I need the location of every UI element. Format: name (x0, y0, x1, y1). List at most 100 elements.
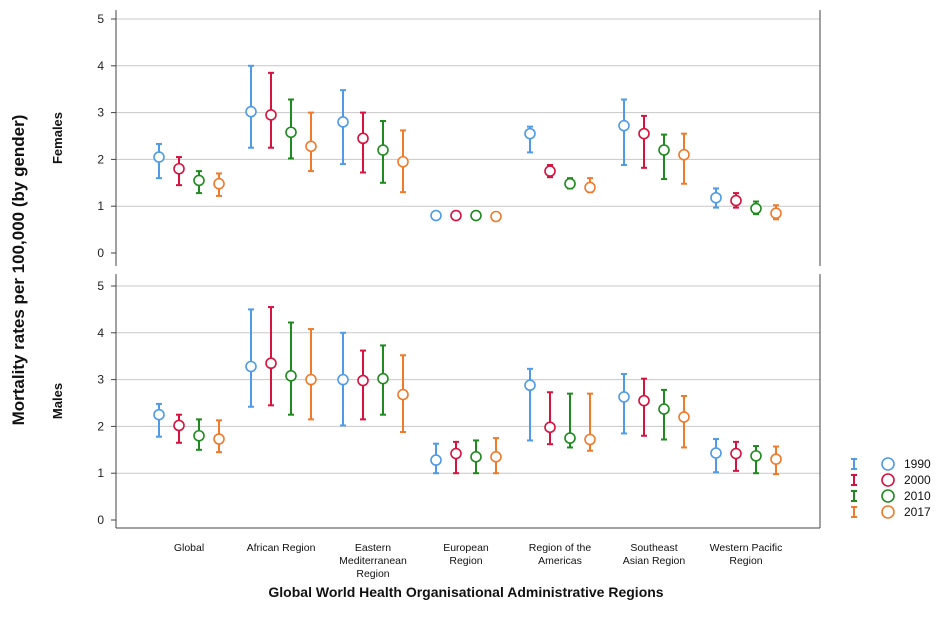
error-bar-point (305, 111, 317, 173)
legend-marker-icon (881, 489, 895, 503)
legend-label: 1990 (904, 457, 931, 471)
mean-marker (710, 191, 722, 204)
legend-marker-icon (881, 457, 895, 471)
mean-marker (678, 148, 690, 161)
mean-marker (377, 144, 389, 156)
mean-marker (430, 209, 442, 222)
x-category-label: European Region (443, 542, 489, 567)
mean-marker (265, 109, 277, 121)
error-bar-point (770, 204, 782, 221)
mean-marker (305, 140, 317, 153)
mean-marker (337, 373, 349, 386)
mean-marker (193, 429, 205, 442)
error-bar-point (193, 170, 205, 195)
mean-marker (770, 207, 782, 220)
error-bar-point (173, 156, 185, 187)
mean-marker (430, 454, 442, 466)
mean-marker (730, 447, 742, 460)
mean-marker (450, 447, 462, 460)
error-bar-point (544, 391, 556, 446)
error-bar-point (430, 442, 442, 475)
mean-marker (584, 181, 596, 194)
mean-marker (397, 155, 409, 168)
error-bar-point (730, 440, 742, 472)
error-bar-point (450, 440, 462, 475)
error-bar-point (213, 419, 225, 454)
legend-label: 2000 (904, 473, 931, 487)
legend-label: 2017 (904, 505, 931, 519)
error-bar-point (397, 129, 409, 194)
mean-marker (285, 370, 297, 382)
error-bar-point (337, 89, 349, 166)
mean-marker (357, 132, 369, 145)
y-tick-label: 0 (97, 513, 104, 527)
mean-marker (173, 419, 185, 432)
y-tick-label: 2 (97, 152, 104, 166)
x-category-label: Region of the Americas (529, 542, 592, 567)
panel-males: 0 1 2 3 4 5 Males (50, 274, 821, 528)
y-tick-label: 1 (97, 466, 104, 480)
mean-marker (265, 357, 277, 370)
x-category-label-line: African Region (247, 542, 316, 554)
mean-marker (357, 374, 369, 387)
mean-marker (173, 162, 185, 175)
error-bar-point (584, 177, 596, 194)
mean-marker (618, 391, 630, 403)
mean-marker (658, 144, 670, 156)
x-category-label-line: Southeast (630, 542, 677, 554)
y-tick-label: 3 (97, 106, 104, 120)
mean-marker (285, 126, 297, 139)
error-bar-point (397, 354, 409, 434)
x-category-label: Global (174, 542, 204, 554)
error-bar-point (213, 172, 225, 197)
x-category-label-line: Western Pacific (710, 542, 783, 554)
y-tick-label: 5 (97, 12, 104, 26)
mean-marker (564, 432, 576, 444)
error-bar-point (470, 439, 482, 475)
error-bar-point (584, 392, 596, 452)
mean-marker (524, 379, 536, 392)
x-category-label-line: European (443, 542, 489, 554)
error-bar-point (770, 445, 782, 476)
mean-marker (470, 209, 482, 222)
mean-marker (584, 433, 596, 446)
error-bar-point (285, 321, 297, 416)
mean-marker (678, 411, 690, 423)
mean-marker (730, 194, 742, 207)
error-bar-point (357, 349, 369, 421)
mean-marker (750, 202, 762, 215)
mean-marker (153, 151, 165, 163)
legend-label: 2010 (904, 489, 931, 503)
mean-marker (544, 421, 556, 434)
x-category-label-line: Mediterranean (339, 555, 407, 567)
mean-marker (638, 394, 650, 407)
x-axis-title: Global World Health Organisational Admin… (268, 584, 663, 600)
x-category-label-line: Region of the (529, 542, 592, 554)
error-bar-point (305, 328, 317, 421)
y-tick-label: 4 (97, 326, 104, 340)
y-tick-label: 0 (97, 246, 104, 260)
x-category-label-line: Region (449, 555, 482, 567)
mean-marker (710, 447, 722, 459)
error-bar-point (153, 402, 165, 438)
error-bar-point (678, 394, 690, 449)
x-category-label-line: Eastern (355, 542, 391, 554)
mean-marker (490, 210, 502, 223)
error-bar-point (544, 164, 556, 179)
mean-marker (305, 373, 317, 386)
error-bar-point (638, 377, 650, 437)
mean-marker (193, 174, 205, 187)
x-category-label: Western Pacific Region (710, 542, 783, 567)
mean-marker (544, 165, 556, 177)
error-bar-point (337, 331, 349, 427)
mean-marker (524, 127, 536, 140)
error-bar-point (750, 200, 762, 216)
error-bar-point (490, 437, 502, 475)
error-bar-point (377, 344, 389, 416)
error-bar-point (710, 438, 722, 474)
error-bar-point (750, 445, 762, 475)
error-bar-point (173, 413, 185, 444)
mean-marker (618, 119, 630, 132)
x-category-label: African Region (247, 542, 316, 554)
x-category-label-line: Region (729, 555, 762, 567)
